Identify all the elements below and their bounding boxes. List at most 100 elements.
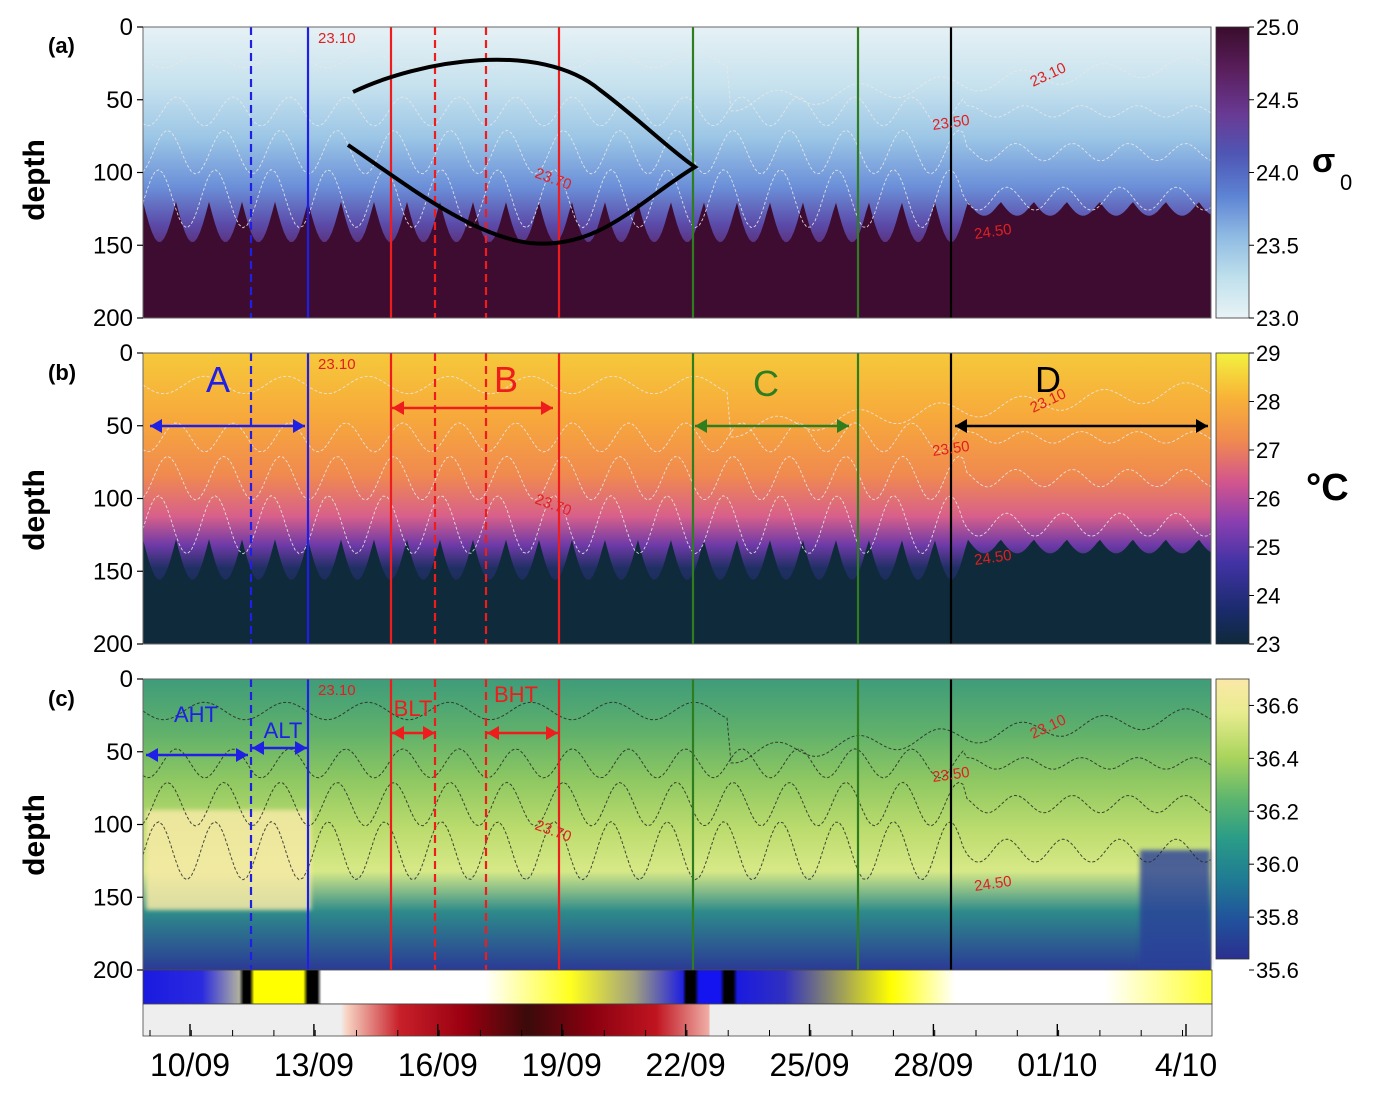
y-tick-label: 0	[120, 666, 133, 693]
arrow-alt-head-left	[252, 741, 264, 755]
contour-label: 23.10	[318, 30, 356, 47]
contour-line	[142, 820, 1212, 881]
salty-patch-c	[146, 810, 311, 910]
arrow-c-head-left	[695, 419, 707, 433]
arrow-bht-head-left	[487, 726, 499, 740]
colorbar-tick-label: 35.8	[1256, 905, 1299, 930]
contour-line	[142, 495, 1212, 555]
x-tick-label: 01/10	[1017, 1047, 1097, 1083]
colorbar-tick-label: 27	[1256, 438, 1280, 463]
colorbar-b	[1215, 352, 1250, 645]
colorbar-a	[1215, 26, 1250, 319]
colorbar-tick-label: 24.5	[1256, 88, 1299, 113]
panel-c	[143, 678, 1250, 970]
y-tick-label: 150	[93, 232, 133, 259]
x-tick-label: 22/09	[646, 1047, 726, 1083]
arrow-blt-head-left	[392, 726, 404, 740]
colorbar-c	[1215, 678, 1250, 960]
y-tick-label: 0	[120, 14, 133, 41]
x-tick-label: 25/09	[769, 1047, 849, 1083]
contour-line	[142, 49, 1212, 112]
x-tick-label: 19/09	[522, 1047, 602, 1083]
colorbar-a-label-sub: 0	[1340, 170, 1352, 195]
arrow-d-head-right	[1196, 419, 1208, 433]
colorbar-ticks: 25.0 24.5 24.0 23.5 23.0 29 28 27 26 25 24 23 36.6 36…	[1249, 15, 1299, 983]
panel-a	[143, 26, 1250, 319]
colorbar-tick-label: 36.6	[1256, 693, 1299, 718]
y-tick-label: 100	[93, 486, 133, 513]
colorbar-tick-label: 25	[1256, 535, 1280, 560]
colorbar-tick-label: 36.2	[1256, 799, 1299, 824]
y-tick-label: 100	[93, 812, 133, 839]
sub-label-aht: AHT	[174, 702, 218, 727]
y-tick-label: 50	[106, 739, 133, 766]
panel-label-a: (a)	[48, 33, 75, 58]
colorbar-b-label: °C	[1306, 467, 1349, 509]
y-tick-label: 150	[93, 884, 133, 911]
cold-layer-b	[143, 539, 1211, 644]
contour-label: 23.10	[318, 356, 356, 373]
period-label-d: D	[1035, 359, 1061, 400]
arrow-blt-head-right	[423, 726, 435, 740]
arrow-a-head-right	[293, 419, 305, 433]
status-bar-1	[142, 969, 1213, 1005]
period-label-c: C	[753, 363, 779, 404]
contour-line	[142, 748, 1212, 779]
y-tick-label: 200	[93, 957, 133, 984]
ylabel-b: depth	[18, 469, 51, 551]
sub-label-bht: BHT	[494, 682, 538, 707]
contour-line	[142, 169, 1212, 229]
period-annotations-b: A B C D	[150, 359, 1208, 433]
y-tick-label: 100	[93, 160, 133, 187]
colorbar-tick-label: 35.6	[1256, 958, 1299, 983]
dense-layer-a	[143, 201, 1211, 318]
arrow-c-head-right	[837, 419, 849, 433]
x-tick-label: 28/09	[893, 1047, 973, 1083]
contour-label: 24.50	[973, 547, 1013, 569]
y-tick-label: 50	[106, 87, 133, 114]
lens-outline	[346, 57, 699, 246]
contour-label: 23.50	[931, 764, 971, 786]
arrow-a-head-left	[150, 419, 162, 433]
colorbar-tick-label: 29	[1256, 341, 1280, 366]
x-tick-label: 16/09	[398, 1047, 478, 1083]
x-tick-label: 10/09	[150, 1047, 230, 1083]
y-tick-label: 200	[93, 631, 133, 658]
arrow-alt-head-right	[295, 741, 307, 755]
x-tick-label: 4/10	[1155, 1047, 1217, 1083]
sub-period-annotations-c: AHT ALT BLT BHT	[146, 682, 558, 762]
contour-label: 24.50	[973, 221, 1013, 243]
colorbar-tick-label: 25.0	[1256, 15, 1299, 40]
colorbar-tick-label: 28	[1256, 390, 1280, 415]
colorbar-tick-label: 23	[1256, 632, 1280, 657]
y-tick-label: 150	[93, 558, 133, 585]
contour-label: 23.50	[931, 438, 971, 460]
contour-line	[142, 701, 1212, 764]
y-tick-label: 200	[93, 305, 133, 332]
sub-label-blt: BLT	[394, 696, 433, 721]
period-label-a: A	[206, 359, 230, 400]
colorbar-tick-label: 23.0	[1256, 306, 1299, 331]
x-tick-label: 13/09	[274, 1047, 354, 1083]
period-lines	[249, 27, 953, 970]
contour-label: 23.50	[931, 112, 971, 134]
period-label-b: B	[494, 359, 518, 400]
y-ticks: 0 50 100 150 200 0 50 100 150 200 0 50 100 150 200	[93, 14, 143, 984]
x-axis: 10/09 13/09 16/09 19/09 22/09 25/09 28/09 01/10…	[149, 1024, 1217, 1083]
colorbar-tick-label: 36.4	[1256, 746, 1299, 771]
colorbar-tick-label: 26	[1256, 487, 1280, 512]
colorbar-a-label: σ	[1312, 142, 1335, 180]
arrow-d-head-left	[955, 419, 967, 433]
density-contours	[142, 49, 1212, 881]
contour-label: 23.10	[318, 682, 356, 699]
contour-label: 24.50	[973, 873, 1013, 895]
fresh-patch-c	[1140, 850, 1210, 968]
colorbar-tick-label: 24.0	[1256, 161, 1299, 186]
heatmap-c	[143, 679, 1211, 970]
y-tick-label: 0	[120, 340, 133, 367]
status-bar-2	[142, 1003, 1213, 1037]
ylabel-a: depth	[18, 139, 51, 221]
colorbar-tick-label: 36.0	[1256, 852, 1299, 877]
sub-label-alt: ALT	[264, 718, 303, 743]
